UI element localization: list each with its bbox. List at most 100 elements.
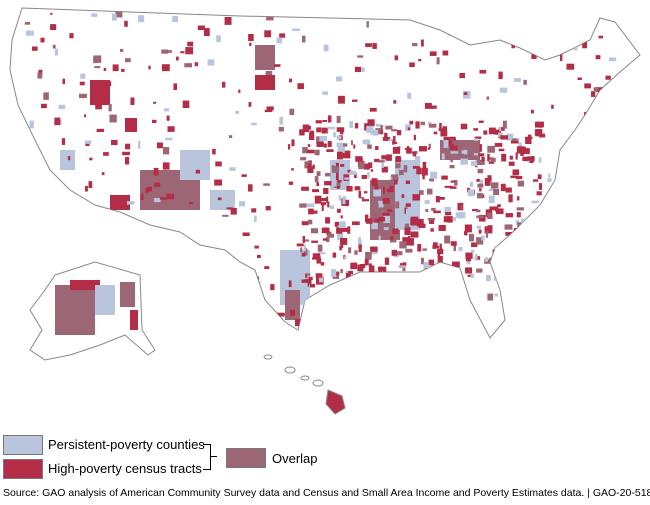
tract-patch	[216, 35, 221, 43]
tract-patch	[488, 195, 495, 204]
tract-patch	[488, 161, 495, 164]
tract-patch	[241, 174, 247, 177]
tract-patch	[156, 242, 160, 249]
tract-patch	[180, 51, 185, 54]
tract-patch	[156, 142, 163, 149]
high-region	[255, 75, 275, 90]
tract-patch	[74, 251, 82, 257]
tract-patch	[138, 15, 145, 23]
tract-patch	[352, 99, 358, 102]
tract-patch	[424, 270, 432, 275]
tract-patch	[510, 175, 516, 178]
tract-patch	[439, 243, 442, 251]
tract-patch	[84, 114, 87, 118]
tract-patch	[91, 13, 98, 17]
tract-patch	[559, 53, 563, 62]
tract-patch	[437, 248, 444, 255]
tract-patch	[505, 255, 509, 262]
tract-patch	[478, 120, 484, 123]
tract-patch	[343, 143, 348, 147]
tract-patch	[288, 280, 292, 288]
tract-patch	[367, 162, 373, 169]
tract-patch	[136, 248, 143, 256]
tract-patch	[506, 270, 514, 277]
tract-patch	[154, 197, 161, 203]
tract-patch	[446, 266, 452, 273]
tract-patch	[450, 136, 456, 140]
tract-patch	[197, 25, 205, 31]
tract-patch	[67, 156, 71, 161]
high-region	[125, 118, 137, 132]
tract-patch	[334, 302, 340, 306]
tract-patch	[479, 179, 484, 184]
tract-patch	[333, 132, 337, 138]
tract-patch	[288, 181, 294, 185]
tract-patch	[498, 148, 505, 152]
tract-patch	[538, 157, 542, 163]
tract-patch	[514, 242, 522, 250]
tract-patch	[428, 259, 435, 266]
tract-patch	[338, 127, 344, 132]
tract-patch	[365, 43, 372, 47]
tract-patch	[516, 207, 524, 211]
tract-patch	[514, 317, 518, 323]
tract-patch	[498, 127, 505, 131]
tract-patch	[438, 128, 446, 131]
tract-patch	[461, 150, 467, 154]
tract-patch	[334, 221, 340, 227]
tract-patch	[391, 249, 397, 256]
tract-patch	[370, 169, 374, 172]
tract-patch	[590, 91, 596, 97]
tract-patch	[479, 144, 482, 152]
tract-patch	[362, 139, 369, 144]
tract-patch	[406, 173, 410, 176]
tract-patch	[84, 140, 92, 144]
tract-patch	[474, 138, 478, 141]
tract-patch	[524, 136, 533, 139]
tract-patch	[69, 240, 73, 246]
tract-patch	[479, 153, 485, 157]
tract-patch	[414, 156, 421, 165]
tract-patch	[266, 13, 274, 21]
tract-patch	[422, 172, 425, 180]
tract-patch	[295, 319, 303, 327]
tract-patch	[606, 10, 613, 13]
tract-patch	[441, 175, 448, 180]
tract-patch	[516, 222, 525, 225]
tract-patch	[303, 244, 306, 252]
tract-patch	[463, 92, 468, 95]
tract-patch	[370, 272, 373, 276]
tract-patch	[336, 115, 341, 123]
tract-patch	[395, 201, 400, 209]
tract-patch	[25, 264, 31, 268]
tract-patch	[533, 274, 538, 281]
tract-patch	[338, 221, 346, 229]
tract-patch	[344, 177, 350, 180]
tract-patch	[560, 279, 566, 287]
tract-patch	[453, 244, 456, 252]
tract-patch	[327, 140, 332, 148]
tract-patch	[61, 138, 66, 145]
tract-patch	[384, 133, 388, 138]
tract-patch	[498, 132, 503, 138]
tract-patch	[336, 151, 343, 160]
tract-patch	[393, 135, 396, 144]
tract-patch	[287, 144, 291, 150]
tract-patch	[424, 200, 430, 204]
tract-patch	[68, 218, 76, 226]
tract-patch	[400, 279, 408, 283]
tract-patch	[444, 185, 453, 188]
tract-patch	[427, 218, 436, 221]
tract-patch	[301, 221, 309, 226]
tract-patch	[409, 62, 415, 68]
tract-patch	[444, 235, 451, 244]
tract-patch	[308, 160, 312, 167]
tract-patch	[277, 312, 285, 317]
tract-patch	[548, 173, 551, 178]
alaska-tract-patch	[130, 310, 138, 330]
tract-patch	[264, 109, 273, 113]
tract-patch	[569, 294, 577, 299]
high-poverty-label: High-poverty census tracts	[48, 461, 202, 476]
tract-patch	[577, 77, 582, 80]
tract-patch	[383, 215, 391, 224]
